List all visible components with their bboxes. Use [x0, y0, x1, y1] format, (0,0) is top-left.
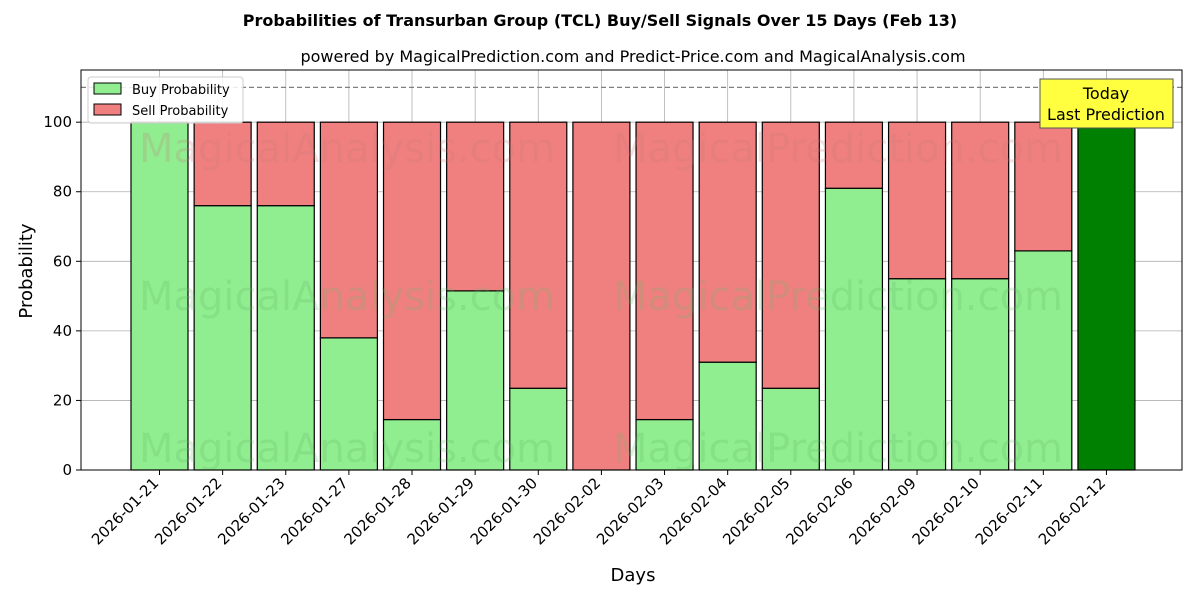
bar-buy — [824, 187, 884, 471]
annotation-line2: Last Prediction — [1047, 105, 1165, 124]
bar-sell — [319, 121, 378, 339]
bar-sell — [509, 121, 568, 389]
x-tick-label: 2026-02-09 — [846, 474, 920, 548]
annotation-line1: Today — [1082, 84, 1129, 103]
bar-buy — [887, 278, 947, 471]
chart-title: Probabilities of Transurban Group (TCL) … — [243, 11, 957, 30]
x-tick-label: 2026-02-10 — [909, 474, 983, 548]
x-tick-label: 2026-02-03 — [593, 474, 667, 548]
annotation-box — [1039, 78, 1174, 129]
watermark-text: MagicalAnalysis.com — [139, 426, 555, 472]
legend-box — [87, 76, 244, 124]
bar-buy — [698, 361, 757, 471]
today-annotation: Today Last Prediction — [1039, 78, 1174, 129]
x-axis-ticks: 2026-01-212026-01-222026-01-232026-01-27… — [88, 470, 1109, 548]
x-tick-label: 2026-02-06 — [782, 474, 856, 548]
x-tick-label: 2026-02-11 — [972, 474, 1046, 548]
bar-buy — [319, 337, 378, 471]
y-tick-label: 0 — [62, 461, 72, 479]
chart-subtitle: powered by MagicalPrediction.com and Pre… — [300, 47, 965, 66]
x-tick-label: 2026-02-05 — [719, 474, 793, 548]
bar-buy — [951, 278, 1010, 471]
y-axis-label: Probability — [16, 223, 37, 318]
watermark-text: MagicalPrediction.com — [613, 426, 1063, 472]
x-tick-label: 2026-01-23 — [214, 474, 288, 548]
y-tick-label: 100 — [43, 113, 72, 131]
bar-buy — [761, 387, 820, 471]
watermark-text: MagicalAnalysis.com — [139, 274, 555, 320]
y-tick-label: 40 — [53, 322, 72, 340]
bar-sell — [382, 121, 442, 421]
legend: Buy Probability Sell Probability — [87, 76, 244, 124]
bar-sell — [698, 121, 757, 363]
x-tick-label: 2026-02-04 — [656, 474, 730, 548]
y-tick-label: 80 — [53, 183, 72, 201]
x-tick-label: 2026-01-22 — [151, 474, 225, 548]
bar-sell — [635, 121, 694, 421]
bar-sell — [572, 121, 631, 471]
y-tick-label: 20 — [53, 391, 72, 409]
bar-buy — [446, 290, 505, 471]
legend-swatch-sell — [93, 103, 122, 116]
x-tick-label: 2026-01-27 — [277, 474, 351, 548]
plot-frame — [80, 69, 1183, 471]
legend-swatch-buy — [93, 82, 122, 95]
x-tick-label: 2026-01-21 — [88, 474, 162, 548]
bar-sell — [824, 121, 884, 189]
bar-series — [130, 121, 1136, 471]
y-axis-ticks: 0 20 40 60 80 100 — [43, 113, 81, 479]
watermark-text: MagicalPrediction.com — [613, 126, 1063, 172]
bar-buy — [635, 418, 694, 471]
watermark-text: MagicalAnalysis.com — [139, 126, 555, 172]
legend-label-sell: Sell Probability — [132, 104, 229, 119]
bar-buy — [509, 387, 568, 471]
bar-sell — [761, 121, 820, 389]
watermark-text: MagicalPrediction.com — [613, 274, 1063, 320]
x-tick-label: 2026-02-02 — [530, 474, 604, 548]
x-tick-label: 2026-01-28 — [340, 474, 414, 548]
y-tick-label: 60 — [53, 252, 72, 270]
bar-sell — [951, 121, 1010, 280]
x-tick-label: 2026-01-30 — [467, 474, 541, 548]
x-axis-label: Days — [611, 565, 656, 586]
bar-sell — [1014, 121, 1073, 252]
bar-sell — [887, 121, 947, 280]
legend-label-buy: Buy Probability — [132, 83, 230, 98]
x-tick-label: 2026-01-29 — [404, 474, 478, 548]
x-tick-label: 2026-02-12 — [1035, 474, 1109, 548]
bar-sell — [446, 121, 505, 292]
bar-sell — [193, 121, 252, 207]
bar-sell — [256, 121, 315, 207]
watermarks: MagicalAnalysis.com MagicalPrediction.com… — [139, 126, 1063, 472]
bar-buy — [1077, 121, 1136, 471]
